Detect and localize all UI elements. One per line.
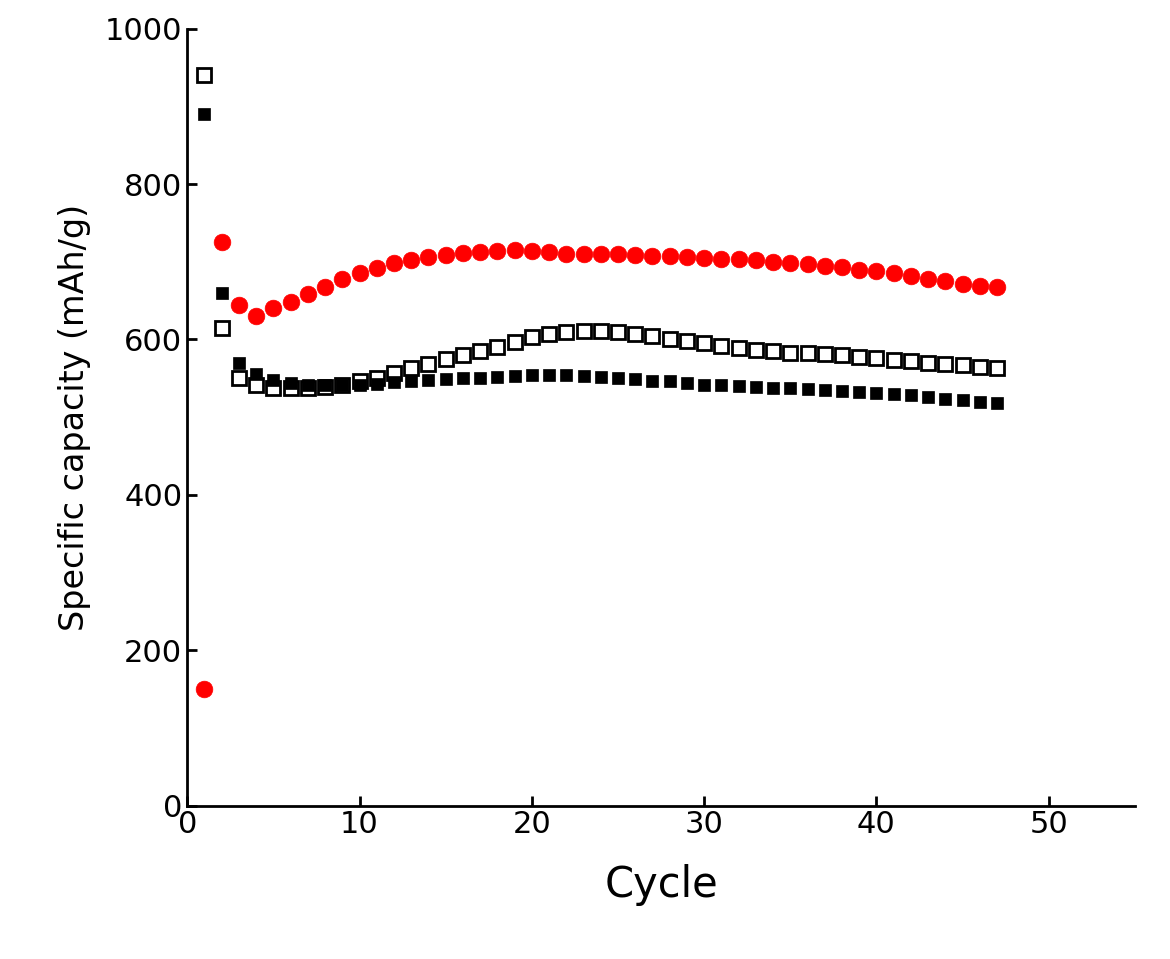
X-axis label: Cycle: Cycle xyxy=(604,864,718,906)
Y-axis label: Specific capacity (mAh/g): Specific capacity (mAh/g) xyxy=(58,203,91,631)
